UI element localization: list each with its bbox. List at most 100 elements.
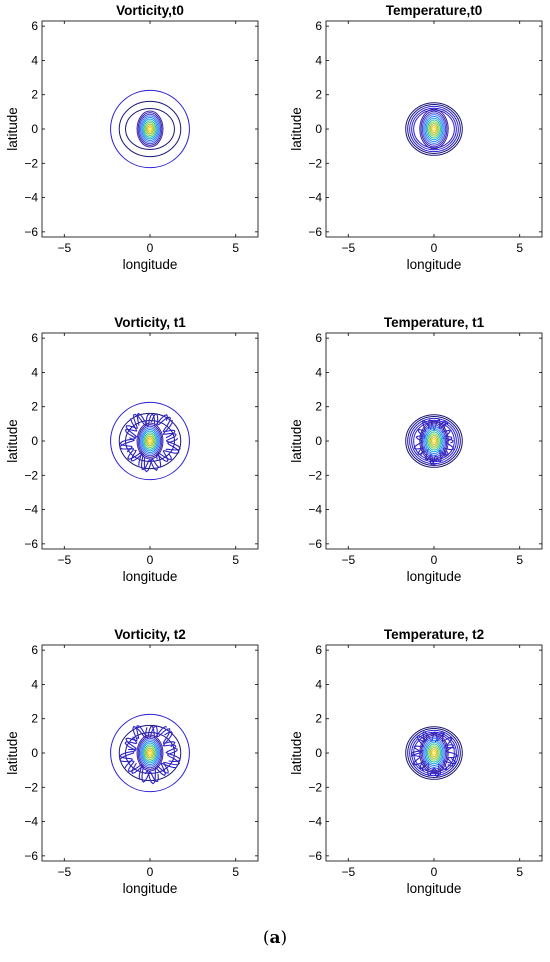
core-contour <box>428 745 440 761</box>
core-contour <box>137 736 163 770</box>
x-tick-label: 5 <box>516 553 523 567</box>
core-contour <box>424 427 444 455</box>
contour-ring <box>110 401 190 481</box>
x-tick-label: 0 <box>147 865 154 879</box>
y-tick-label: 2 <box>315 400 322 414</box>
axes-box <box>325 644 543 862</box>
x-axis-label: longitude <box>123 881 178 896</box>
filament-contour <box>439 436 454 458</box>
filament-contour <box>437 420 454 444</box>
y-tick-label: 6 <box>315 331 322 345</box>
y-tick-label: 0 <box>31 746 38 760</box>
axes-box <box>325 332 543 550</box>
core-contour <box>141 741 159 765</box>
chart-title: Vorticity, t1 <box>114 315 186 330</box>
y-tick-label: −4 <box>308 815 322 829</box>
y-axis-label: latitude <box>5 107 20 151</box>
filament-contour <box>150 413 176 439</box>
y-tick-label: 4 <box>31 677 38 691</box>
x-axis-label: longitude <box>407 257 462 272</box>
core-contour <box>140 739 160 767</box>
y-tick-label: 2 <box>31 88 38 102</box>
x-tick-label: −5 <box>57 241 71 255</box>
y-tick-label: 4 <box>315 677 322 691</box>
filament-contour <box>444 744 459 767</box>
x-tick-label: −5 <box>341 553 355 567</box>
x-tick-label: 5 <box>516 865 523 879</box>
contour-group <box>110 401 190 481</box>
core-contour <box>430 124 438 134</box>
filament-contour <box>419 760 442 777</box>
core-contour <box>143 744 157 762</box>
contour-group <box>405 414 463 468</box>
y-tick-label: 6 <box>31 19 38 33</box>
axes-box <box>41 644 259 862</box>
contour-ring <box>125 107 175 151</box>
core-contour <box>136 422 164 460</box>
core-contour <box>432 750 436 756</box>
contour-ring <box>407 728 461 778</box>
contour-ring <box>110 713 190 793</box>
contour-ring <box>118 100 182 158</box>
core-contour <box>143 432 157 450</box>
filament-contour <box>131 762 159 783</box>
core-contour <box>136 110 164 148</box>
core-contour <box>145 123 155 135</box>
x-tick-label: 5 <box>516 241 523 255</box>
y-tick-label: 0 <box>31 434 38 448</box>
panel-1: Vorticity,t0 −5 0 5 −6 −4 −2 0 2 4 6 longitude latit… <box>5 3 259 272</box>
core-contour <box>420 110 448 148</box>
y-tick-label: −6 <box>308 225 322 239</box>
core-contour <box>142 742 158 764</box>
x-axis-label: longitude <box>407 569 462 584</box>
filament-contour <box>162 731 181 762</box>
contour-ring <box>110 89 190 169</box>
x-tick-label: 0 <box>431 241 438 255</box>
core-contour <box>147 749 153 757</box>
core-contour <box>141 429 159 453</box>
core-contour <box>427 119 441 139</box>
filament-contour <box>144 762 177 785</box>
y-tick-label: −6 <box>24 537 38 551</box>
filament-contour <box>156 747 181 774</box>
x-tick-label: 5 <box>232 553 239 567</box>
core-contour <box>141 117 159 141</box>
panel-6: Temperature, t2 −5 0 5 −6 −4 −2 0 2 4 6 longitude la… <box>289 627 543 896</box>
core-contour <box>421 736 447 770</box>
y-tick-label: 6 <box>315 19 322 33</box>
y-tick-label: −4 <box>24 191 38 205</box>
filament-contour <box>136 412 168 428</box>
y-tick-label: −4 <box>24 503 38 517</box>
core-contour <box>145 435 155 447</box>
y-tick-label: −2 <box>308 156 322 170</box>
core-contour <box>419 108 449 150</box>
contour-group <box>405 726 463 780</box>
filament-contour <box>162 420 181 451</box>
x-tick-label: −5 <box>341 865 355 879</box>
core-contour <box>421 112 447 146</box>
core-contour <box>140 115 160 143</box>
y-tick-label: 0 <box>31 122 38 136</box>
y-tick-label: −6 <box>308 849 322 863</box>
core-contour <box>138 113 162 145</box>
y-tick-label: 4 <box>31 365 38 379</box>
caption-letter: a <box>269 928 281 948</box>
core-contour <box>147 437 153 445</box>
chart-title: Vorticity, t2 <box>114 627 186 642</box>
x-tick-label: −5 <box>57 865 71 879</box>
core-contour <box>140 427 160 455</box>
contour-ring <box>409 105 459 153</box>
core-contour <box>420 734 448 772</box>
y-tick-label: 6 <box>31 331 38 345</box>
axes-box <box>41 332 259 550</box>
core-contour <box>144 433 156 449</box>
filament-contour <box>432 757 457 778</box>
contour-ring <box>409 729 459 777</box>
core-contour <box>142 118 158 140</box>
contour-group <box>405 102 463 156</box>
y-axis-label: latitude <box>5 419 20 463</box>
y-tick-label: 2 <box>31 712 38 726</box>
y-axis-label: latitude <box>289 731 304 775</box>
core-contour <box>137 112 163 146</box>
core-contour <box>420 422 448 460</box>
